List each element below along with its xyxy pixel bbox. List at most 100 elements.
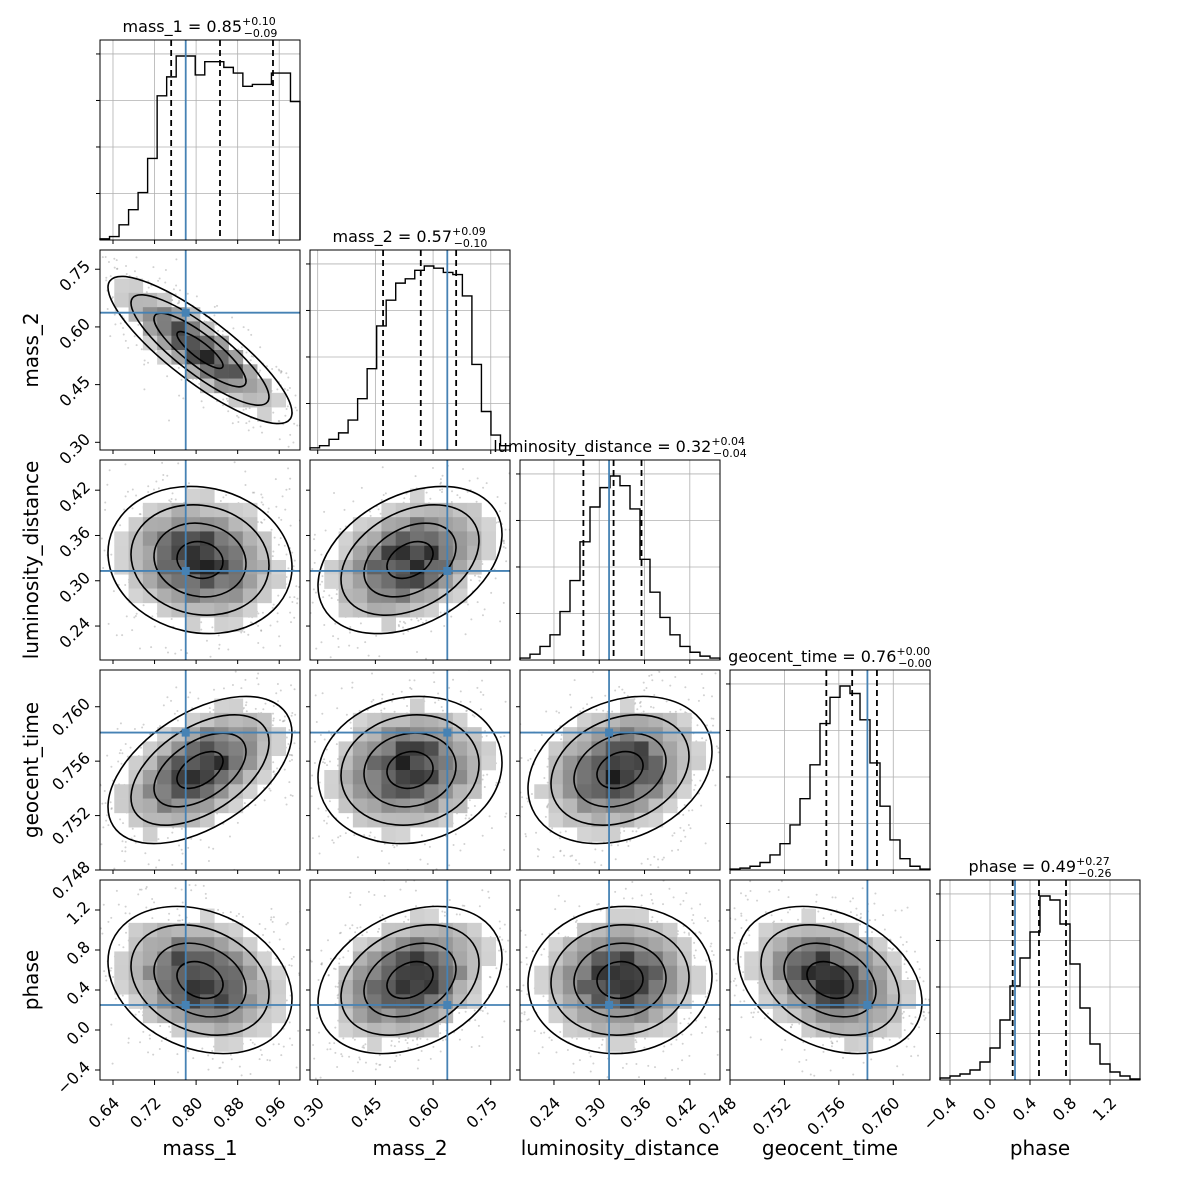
density-cell [171,798,187,814]
sample-point [110,807,113,810]
density-cell [591,727,607,742]
sample-point [262,646,265,649]
sample-point [474,574,477,577]
sample-point [476,477,479,480]
sample-point [101,256,104,259]
sample-point [133,270,136,273]
sample-point [178,844,181,847]
sample-point [190,889,193,892]
sample-point [170,498,173,501]
sample-point [260,521,263,524]
sample-point [195,295,198,298]
sample-point [307,609,309,611]
sample-point [481,679,484,682]
sample-point [78,604,80,606]
sample-point [714,672,717,675]
density-cell [410,488,425,504]
sample-point [117,583,120,586]
sample-point [573,679,576,682]
sample-point [330,733,333,736]
sample-point [414,475,417,478]
density-cell [548,812,564,828]
sample-point [525,835,528,838]
sample-point [625,840,628,843]
sample-point [363,834,366,837]
sample-point [314,591,317,594]
sample-point [322,761,325,764]
sample-point [661,679,664,682]
sample-point [179,289,182,292]
density-cell [634,812,649,828]
sample-point [494,784,497,787]
density-cell [171,574,187,589]
sample-point [679,826,682,829]
density-cell [114,292,129,308]
sample-point [336,588,339,591]
sample-point [88,245,90,247]
sample-point [639,700,642,703]
sample-point [269,918,272,921]
sample-point [642,710,645,713]
sample-point [274,957,277,960]
sample-point [293,730,296,733]
sample-point [279,537,282,540]
density-cell [228,617,244,632]
sample-point [129,746,132,749]
density-cell [257,378,272,394]
sample-point [534,749,537,752]
sample-point [278,369,281,372]
sample-point [280,1054,283,1057]
density-cell [228,545,244,561]
density-cell [410,755,425,771]
density-cell [381,784,397,799]
density-cell [438,770,454,785]
density-cell [214,574,229,589]
truth-marker [605,728,614,737]
sample-point [396,873,398,875]
density-cell [228,588,244,604]
sample-point [118,943,121,946]
sample-point [287,445,290,448]
sample-point [207,846,210,849]
density-cell [634,755,649,771]
density-cell [410,574,425,589]
sample-point [315,721,318,724]
sample-point [511,515,513,517]
density-cell [228,560,244,575]
sample-point [505,812,508,815]
sample-point [216,304,219,307]
sample-point [233,461,236,464]
sample-point [324,529,327,532]
panel-frame [99,459,301,661]
sample-point [91,603,93,605]
sample-point [145,886,148,889]
sample-point [691,809,694,812]
sample-point [479,691,482,694]
sample-point [307,794,309,796]
sample-point [337,645,340,648]
density-cell [228,755,244,771]
sample-point [133,616,136,619]
sample-point [700,804,703,807]
sample-point [477,575,480,578]
sample-point [245,701,248,704]
sample-point [281,720,284,723]
sample-point [90,496,92,498]
sample-point [430,630,433,633]
density-cell [257,392,272,408]
sample-point [645,687,648,690]
sample-point [653,855,656,858]
sample-point [262,786,265,789]
sample-point [617,844,620,847]
density-cell [352,727,368,742]
sample-point [251,491,254,494]
contour-line [317,695,503,845]
sample-point [278,635,281,638]
sample-point [371,672,374,675]
density-cell [591,712,607,728]
sample-point [296,597,299,600]
sample-point [102,567,105,570]
sample-point [503,848,506,851]
sample-point [249,359,252,362]
sample-point [637,827,640,830]
